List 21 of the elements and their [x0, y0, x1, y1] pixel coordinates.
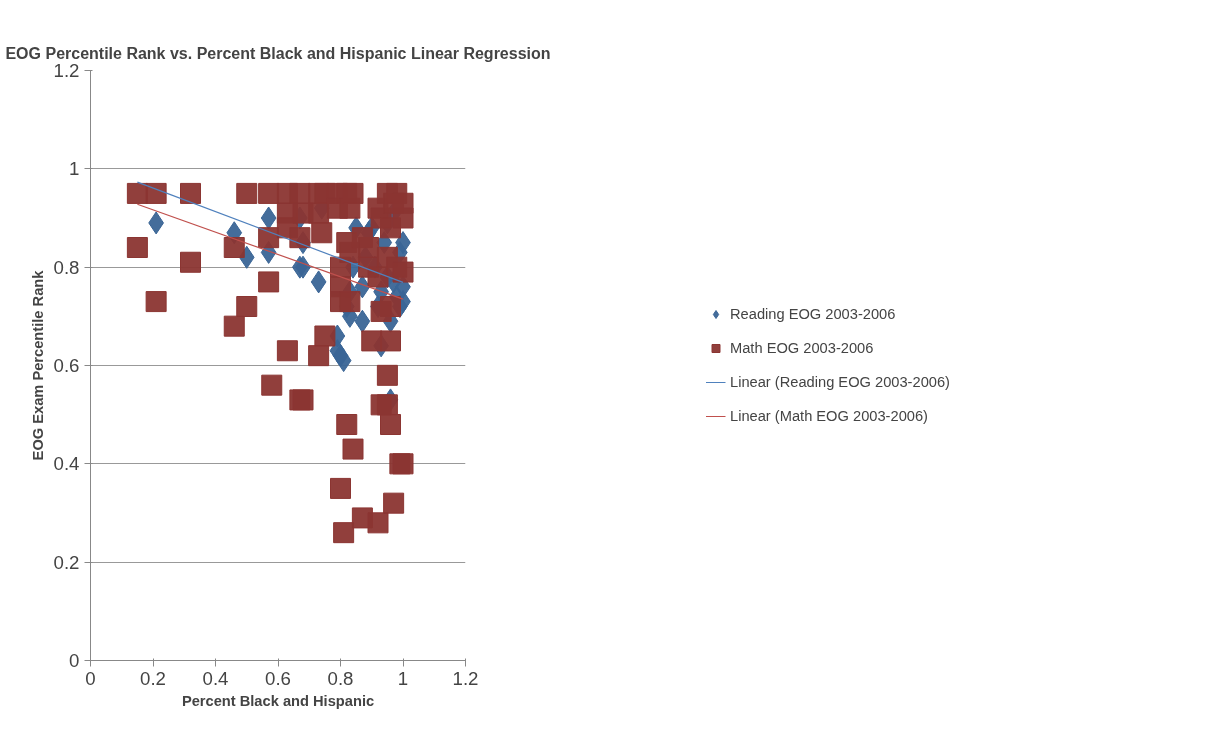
x-tick-label: 1.2	[452, 667, 479, 689]
x-axis-title: Percent Black and Hispanic	[181, 692, 375, 709]
y-tick-label: 0.8	[53, 256, 80, 278]
x-tick-label: 1	[397, 667, 409, 689]
y-tick-label: 0.2	[53, 551, 80, 573]
legend-label: Linear (Reading EOG 2003-2006)	[730, 374, 951, 390]
y-tick-label: 0.4	[53, 453, 80, 475]
x-tick-label: 0.8	[327, 667, 354, 689]
x-tick-label: 0.6	[265, 667, 291, 689]
legend-label: Math EOG 2003-2006	[730, 340, 875, 356]
legend-label: Linear (Math EOG 2003-2006)	[730, 408, 929, 424]
x-tick-label: 0.4	[202, 667, 229, 689]
chart-title: EOG Percentile Rank vs. Percent Black and Hispanic Linear Regression	[5, 44, 551, 62]
y-axis-title: EOG Exam Percentile Rank	[29, 269, 46, 461]
y-tick-label: 1	[69, 158, 80, 180]
y-tick-label: 0.6	[53, 355, 80, 376]
x-tick-label: 0	[85, 667, 96, 689]
y-tick-label: 0	[69, 650, 80, 671]
x-tick-label: 0.2	[140, 667, 166, 689]
legend-label: Reading EOG 2003-2006	[730, 306, 897, 322]
y-tick-label: 1.2	[53, 60, 80, 81]
